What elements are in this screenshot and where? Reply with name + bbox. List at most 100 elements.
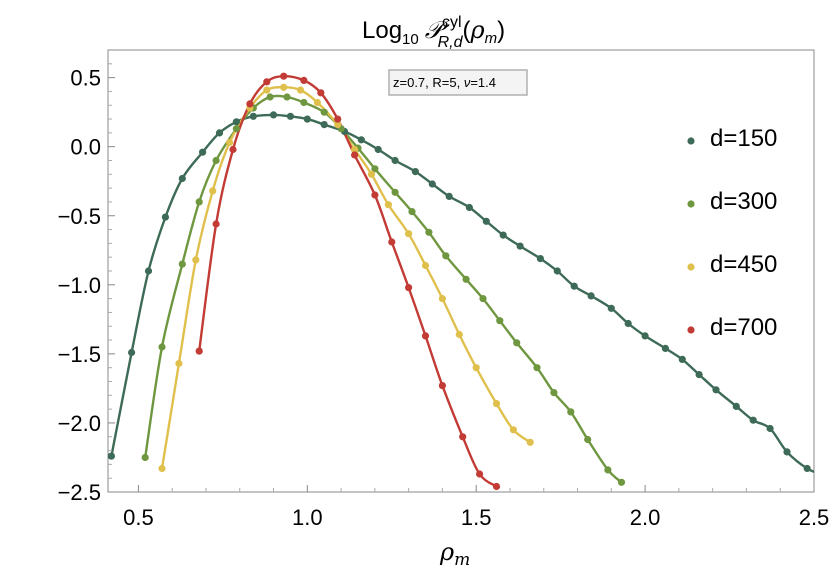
data-point — [411, 168, 419, 176]
legend: d=150 d=300 d=450 d=700 — [687, 125, 777, 341]
data-point — [128, 348, 136, 357]
legend-marker — [687, 263, 695, 271]
data-point — [570, 282, 578, 290]
data-point — [476, 470, 484, 478]
data-point — [283, 93, 291, 101]
annotation-post: =1.4 — [470, 75, 496, 90]
data-point — [266, 93, 274, 101]
x-tick-label: 1.0 — [292, 505, 323, 530]
data-point — [536, 255, 545, 263]
legend-marker — [687, 137, 695, 145]
data-point — [263, 78, 271, 86]
data-point — [604, 466, 612, 474]
data-point — [229, 145, 237, 154]
data-point — [158, 464, 166, 473]
data-point — [421, 261, 430, 270]
data-point — [624, 319, 632, 328]
data-point — [317, 89, 325, 97]
data-point — [732, 402, 740, 410]
series-line-d=150 — [110, 113, 814, 474]
y-tick-label: −1.5 — [58, 342, 101, 367]
data-point — [161, 213, 169, 221]
title-sup: cyl — [442, 14, 462, 31]
data-point — [465, 203, 473, 212]
data-point — [438, 295, 446, 303]
x-tick-label: 1.5 — [461, 505, 492, 530]
title-prefix: Log — [362, 17, 402, 44]
data-point — [209, 187, 217, 195]
data-point — [405, 284, 413, 292]
data-point — [303, 115, 311, 123]
data-point — [334, 115, 342, 123]
data-point — [175, 359, 183, 368]
data-point — [421, 332, 430, 340]
data-point — [280, 83, 288, 91]
data-point — [249, 112, 257, 120]
data-points — [108, 72, 828, 491]
legend-label: d=150 — [710, 125, 777, 152]
data-point — [178, 260, 186, 268]
data-point — [587, 292, 595, 300]
data-point — [374, 145, 382, 154]
data-point — [178, 174, 186, 183]
data-point — [357, 136, 365, 144]
data-point — [533, 364, 541, 372]
data-point — [695, 371, 703, 379]
data-point — [783, 448, 791, 456]
legend-label: d=450 — [710, 251, 777, 278]
chart-title: Log10 𝒫cyl R,d(ρm) — [362, 14, 505, 51]
y-tick-label: 0.0 — [70, 135, 101, 160]
legend-marker — [687, 326, 695, 334]
data-point — [226, 138, 234, 147]
data-point — [296, 86, 305, 94]
data-point — [371, 165, 379, 173]
legend-label: d=300 — [710, 188, 777, 215]
data-point — [232, 118, 240, 126]
data-point — [334, 121, 342, 129]
data-point — [384, 201, 392, 209]
data-point — [526, 438, 534, 446]
data-point — [678, 355, 686, 363]
data-point — [442, 252, 450, 260]
data-point — [195, 198, 203, 206]
data-point — [367, 170, 376, 178]
y-tick-label: 0.5 — [70, 66, 101, 91]
data-point — [617, 478, 626, 486]
data-point — [766, 424, 774, 433]
data-point — [641, 332, 649, 340]
x-tick-label: 2.5 — [799, 505, 830, 530]
title-arg-open: ( — [463, 17, 471, 44]
svg-text:ρm: ρm — [439, 538, 470, 570]
data-point — [192, 256, 200, 264]
y-tick-label: −2.0 — [58, 411, 101, 436]
data-point — [408, 208, 416, 216]
data-point — [199, 148, 207, 156]
y-ticks: 0.5 0.0 −0.5 −1.0 −1.5 −2.0 −2.5 — [58, 63, 115, 505]
data-point — [509, 426, 517, 434]
data-point — [472, 364, 480, 372]
data-point — [425, 228, 433, 236]
data-point — [388, 238, 396, 246]
legend-marker — [687, 200, 695, 208]
data-point — [479, 295, 487, 303]
data-point — [459, 433, 467, 441]
data-point — [445, 192, 453, 200]
title-arg-var: ρ — [470, 16, 485, 44]
legend-label: d=700 — [710, 314, 777, 341]
data-point — [320, 108, 328, 116]
data-point — [141, 453, 149, 462]
x-ticks: 0.5 1.0 1.5 2.0 2.5 — [123, 485, 829, 530]
data-point — [428, 180, 436, 188]
data-point — [313, 98, 321, 107]
data-point — [749, 416, 757, 424]
data-point — [144, 267, 153, 275]
data-point — [803, 464, 811, 473]
title-arg-close: ) — [497, 17, 505, 44]
y-tick-label: −2.5 — [58, 480, 101, 505]
data-point — [607, 304, 615, 312]
y-tick-label: −0.5 — [58, 204, 101, 229]
data-point — [821, 472, 828, 479]
data-point — [280, 72, 288, 80]
data-point — [269, 111, 278, 119]
